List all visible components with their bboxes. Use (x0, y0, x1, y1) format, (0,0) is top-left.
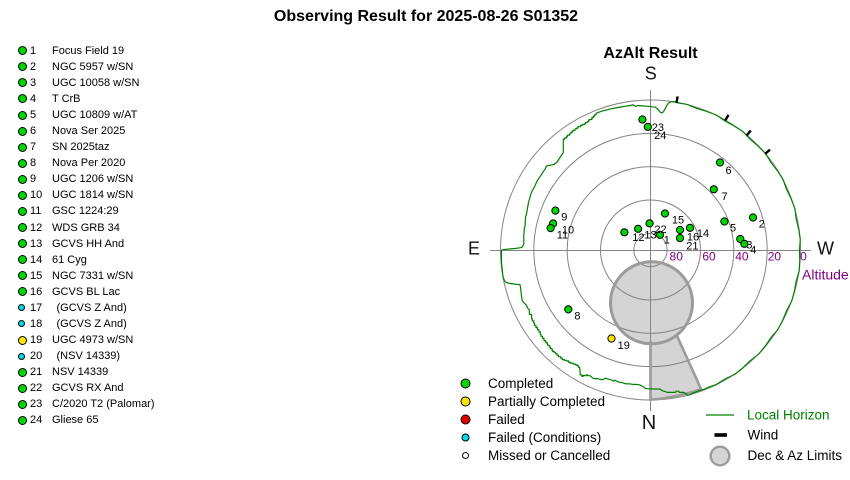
svg-text:3: 3 (746, 240, 752, 252)
svg-text:0: 0 (800, 249, 807, 263)
svg-text:Missed or Cancelled: Missed or Cancelled (488, 448, 610, 463)
svg-text:Completed: Completed (488, 376, 553, 391)
svg-text:22: 22 (654, 224, 666, 236)
svg-text:12: 12 (632, 232, 644, 244)
svg-text:Local Horizon: Local Horizon (747, 408, 830, 423)
svg-text:6: 6 (726, 165, 732, 177)
svg-text:16: 16 (687, 231, 699, 243)
svg-text:Failed (Conditions): Failed (Conditions) (488, 430, 601, 445)
svg-text:40: 40 (735, 249, 749, 263)
svg-text:13: 13 (644, 230, 656, 242)
svg-text:23: 23 (652, 122, 664, 134)
svg-text:S: S (645, 64, 657, 84)
svg-text:4: 4 (750, 244, 756, 256)
svg-text:9: 9 (561, 212, 567, 224)
svg-text:E: E (468, 239, 480, 259)
svg-text:Partially Completed: Partially Completed (488, 394, 605, 409)
svg-text:24: 24 (654, 130, 666, 142)
svg-text:Failed: Failed (488, 412, 525, 427)
svg-text:1: 1 (664, 234, 670, 246)
svg-text:Altitude: Altitude (802, 267, 849, 283)
svg-text:80: 80 (670, 249, 684, 263)
svg-text:15: 15 (672, 215, 684, 227)
svg-text:10: 10 (562, 224, 574, 236)
svg-text:11: 11 (557, 229, 568, 241)
svg-text:N: N (642, 412, 656, 434)
svg-text:60: 60 (702, 249, 716, 263)
svg-text:W: W (817, 239, 834, 259)
svg-text:20: 20 (768, 249, 782, 263)
svg-text:Dec & Az Limits: Dec & Az Limits (748, 448, 843, 463)
svg-text:Wind: Wind (748, 428, 779, 443)
svg-text:7: 7 (722, 191, 728, 203)
svg-text:5: 5 (730, 222, 736, 234)
svg-text:19: 19 (618, 340, 630, 352)
svg-text:14: 14 (697, 228, 709, 240)
svg-text:8: 8 (574, 310, 580, 322)
svg-text:21: 21 (686, 241, 698, 253)
svg-text:2: 2 (759, 219, 765, 231)
